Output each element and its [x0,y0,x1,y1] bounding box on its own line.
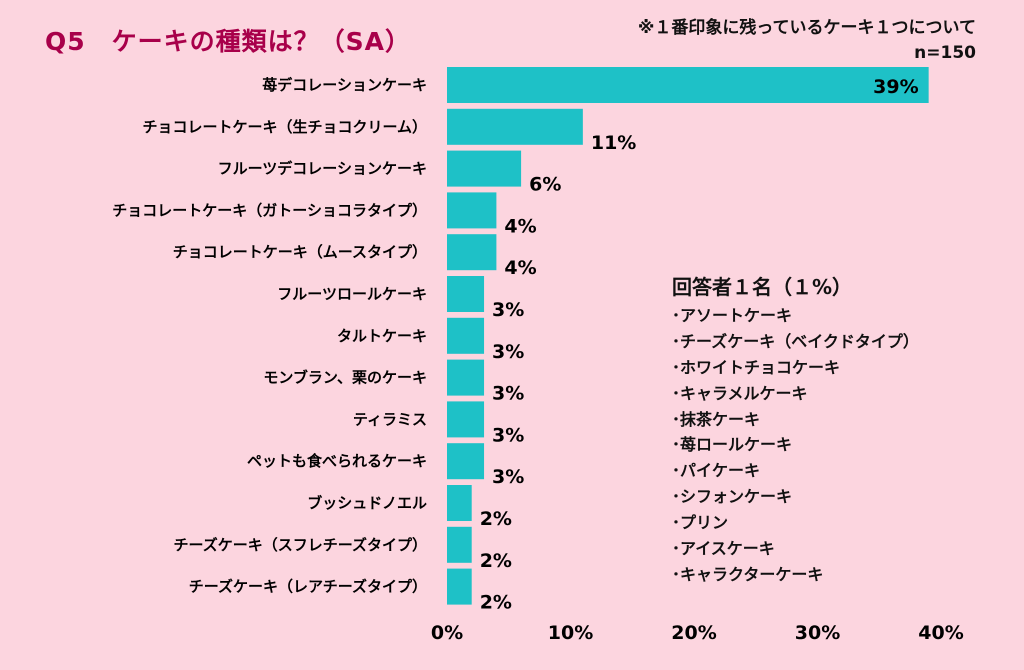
category-label-10: ブッシュドノエル [307,494,427,512]
chart-title: Q5 ケーキの種類は？（SA） [45,27,412,56]
sample-note: ※１番印象に残っているケーキ１つについて n=150 [638,16,976,66]
category-label-6: タルトケーキ [337,327,427,345]
value-label-6: 3% [492,341,524,363]
category-label-2: フルーツデコレーションケーキ [218,160,427,178]
bar-11 [447,526,472,563]
bars-group [447,67,929,605]
bar-1 [447,108,583,145]
bar-12 [447,568,472,605]
bar-10 [447,485,472,521]
bar-0 [447,67,929,103]
bar-5 [447,276,485,312]
x-tick-2: 20% [671,622,716,644]
value-label-1: 11% [591,132,636,154]
category-label-9: ペットも食べられるケーキ [247,452,427,470]
category-label-0: 苺デコレーションケーキ [262,76,427,94]
single-respondent-title: 回答者１名（１%） [672,275,853,299]
single-respondent-item-8: ･プリン [672,513,729,533]
single-respondent-box: 回答者１名（１%） ･アソートケーキ ･チーズケーキ（ベイクドタイプ） ･ホワイトチ… [672,271,919,588]
category-label-11: チーズケーキ（スフレチーズタイプ） [173,536,427,554]
category-label-4: チョコレートケーキ（ムースタイプ） [173,243,427,261]
x-tick-4: 40% [918,622,963,644]
single-respondent-item-6: ･パイケーキ [672,461,761,481]
value-label-9: 3% [492,466,524,488]
bar-2 [447,150,522,187]
x-tick-3: 30% [795,622,840,644]
value-label-8: 3% [492,424,524,446]
single-respondent-item-9: ･アイスケーキ [672,539,775,559]
bar-4 [447,234,497,271]
x-tick-0: 0% [431,622,463,644]
value-label-7: 3% [492,383,524,405]
single-respondent-list: ･アソートケーキ ･チーズケーキ（ベイクドタイプ） ･ホワイトチョコケーキ ･キャラメ… [672,303,919,588]
category-label-5: フルーツロールケーキ [277,285,427,303]
value-label-10: 2% [480,508,512,530]
single-respondent-item-7: ･シフォンケーキ [672,487,793,507]
bar-8 [447,401,485,438]
bar-7 [447,359,485,396]
single-respondent-item-10: ･キャラクターケーキ [672,564,824,584]
value-label-4: 4% [504,257,536,279]
bar-9 [447,443,485,480]
single-respondent-item-5: ･苺ロールケーキ [672,435,793,455]
single-respondent-item-3: ･キャラメルケーキ [672,383,808,403]
category-label-12: チーズケーキ（レアチーズタイプ） [189,578,427,596]
value-label-5: 3% [492,299,524,321]
note-line-1: ※１番印象に残っているケーキ１つについて [637,18,976,38]
value-label-12: 2% [480,592,512,614]
single-respondent-item-0: ･アソートケーキ [672,306,793,325]
bar-6 [447,317,485,354]
category-label-3: チョコレートケーキ（ガトーショコラタイプ） [112,201,427,219]
value-label-3: 4% [504,215,536,237]
category-label-8: ティラミス [353,410,427,428]
value-label-0: 39% [873,76,918,98]
x-axis-ticks: 0% 10% 20% 30% 40% [431,622,964,644]
bar-3 [447,192,497,229]
x-tick-1: 10% [548,622,593,644]
value-labels: 39% 11% 6% 4% 4% 3% 3% 3% 3% 3% 2% 2% 2% [480,76,919,614]
single-respondent-item-1: ･チーズケーキ（ベイクドタイプ） [672,331,919,351]
note-sample-size: n=150 [914,43,976,63]
single-respondent-item-4: ･抹茶ケーキ [672,409,761,429]
category-label-1: チョコレートケーキ（生チョコクリーム） [142,118,427,136]
single-respondent-item-2: ･ホワイトチョコケーキ [672,357,841,377]
value-label-11: 2% [480,550,512,572]
category-label-7: モンブラン、栗のケーキ [263,369,427,387]
value-label-2: 6% [529,174,561,196]
